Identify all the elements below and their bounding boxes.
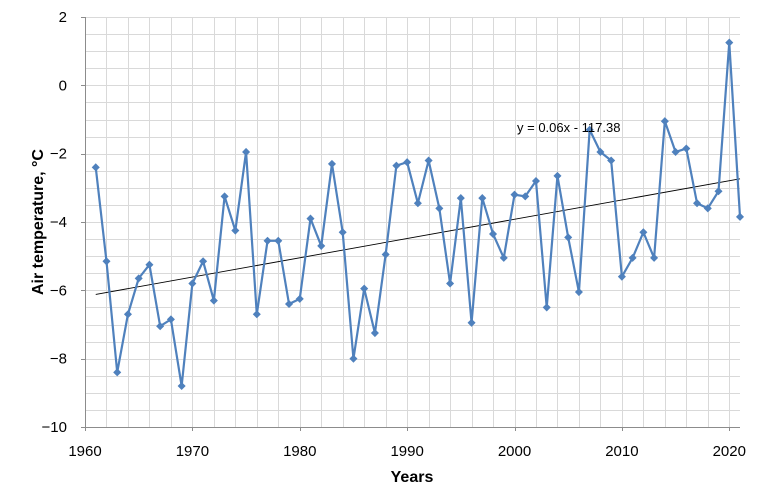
- data-point-marker: [639, 228, 648, 237]
- data-point-marker: [650, 253, 659, 262]
- data-point-marker: [242, 147, 251, 156]
- data-point-marker: [467, 318, 476, 327]
- data-point-marker: [435, 204, 444, 213]
- data-point-marker: [392, 161, 401, 170]
- data-point-marker: [338, 228, 347, 237]
- data-point-marker: [564, 233, 573, 242]
- data-point-marker: [735, 212, 745, 221]
- series-group: [91, 38, 745, 391]
- y-axis-title: Air temperature, °C: [30, 149, 47, 295]
- data-point-marker: [682, 144, 691, 153]
- trendline-group: [95, 178, 741, 295]
- y-tick-label: −6: [50, 282, 67, 299]
- data-point-marker: [199, 257, 208, 266]
- y-tick-label: −2: [50, 146, 67, 163]
- x-axis-title: Years: [391, 469, 434, 486]
- data-point-marker: [360, 284, 369, 293]
- data-point-marker: [349, 354, 358, 363]
- x-tick-label: 2000: [498, 443, 531, 460]
- data-point-marker: [145, 260, 154, 269]
- data-point-marker: [177, 381, 186, 391]
- data-point-marker: [403, 158, 412, 167]
- x-tick-label: 2020: [713, 443, 746, 460]
- data-point-marker: [521, 192, 530, 201]
- data-point-marker: [693, 199, 702, 208]
- data-point-marker: [134, 274, 143, 283]
- data-point-marker: [671, 147, 680, 156]
- y-tick-label: 2: [59, 9, 67, 26]
- data-point-marker: [306, 214, 315, 223]
- data-point-marker: [284, 299, 294, 309]
- data-point-marker: [91, 163, 100, 172]
- data-point-marker: [531, 176, 541, 186]
- data-point-marker: [456, 194, 465, 203]
- x-tick-label: 1970: [176, 443, 209, 460]
- data-point-marker: [714, 187, 723, 196]
- data-point-marker: [596, 147, 605, 156]
- x-tick-label: 1960: [68, 443, 101, 460]
- data-point-marker: [553, 171, 562, 180]
- x-tick-label: 2010: [605, 443, 638, 460]
- trendline-equation: y = 0.06x - 117.38: [517, 120, 620, 135]
- y-tick-label: −4: [50, 214, 67, 231]
- data-point-marker: [574, 288, 583, 297]
- data-point-marker: [381, 250, 390, 259]
- data-point-marker: [617, 272, 626, 281]
- data-point-marker: [252, 310, 261, 319]
- y-tick-label: −8: [50, 351, 67, 368]
- data-point-marker: [113, 368, 122, 377]
- data-point-marker: [703, 204, 712, 213]
- data-point-marker: [295, 294, 304, 303]
- data-point-marker: [123, 310, 132, 319]
- x-tick-label: 1990: [390, 443, 423, 460]
- data-point-marker: [156, 322, 165, 331]
- tick-labels: −10 −8 −6 −4 −2 0 2 1960 1970 1980 1990 2000 2010 202…: [42, 9, 746, 460]
- data-point-marker: [274, 236, 283, 245]
- data-point-marker: [660, 117, 669, 126]
- data-point-marker: [628, 253, 637, 262]
- data-point-marker: [499, 253, 508, 262]
- axes: [81, 17, 740, 431]
- data-point-marker: [489, 229, 498, 238]
- data-point-marker: [413, 199, 422, 208]
- data-point-marker: [263, 236, 272, 245]
- data-point-marker: [370, 329, 379, 338]
- data-point-marker: [220, 192, 229, 201]
- data-point-marker: [607, 156, 616, 165]
- data-point-marker: [510, 190, 519, 199]
- data-point-marker: [327, 159, 336, 168]
- data-point-marker: [188, 279, 197, 288]
- data-point-marker: [209, 296, 218, 305]
- data-point-marker: [424, 156, 433, 165]
- y-tick-label: 0: [59, 77, 67, 94]
- data-point-marker: [478, 194, 487, 203]
- data-point-marker: [446, 279, 455, 288]
- x-tick-label: 1980: [283, 443, 316, 460]
- data-point-marker: [725, 38, 734, 47]
- data-point-marker: [166, 315, 175, 324]
- trendline: [95, 178, 741, 295]
- data-point-marker: [317, 241, 326, 250]
- grid: [85, 17, 740, 428]
- y-tick-label: −10: [42, 419, 67, 436]
- data-point-marker: [231, 226, 240, 235]
- data-point-marker: [542, 303, 551, 312]
- data-point-marker: [102, 257, 111, 266]
- data-point-marker: [585, 125, 594, 134]
